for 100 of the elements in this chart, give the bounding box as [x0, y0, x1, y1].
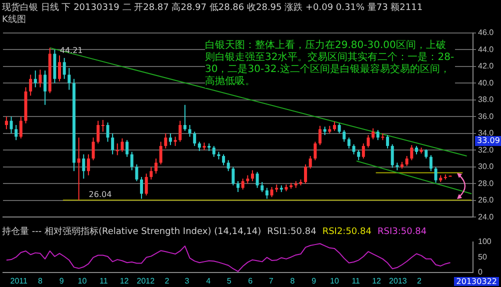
y-tick-label: 38.0 [478, 95, 494, 104]
x-tick-label: 9 [59, 276, 64, 286]
candlestick [405, 156, 408, 167]
candlestick [318, 125, 322, 146]
candlestick [250, 170, 254, 182]
candlestick [241, 178, 244, 190]
candlestick [34, 70, 37, 88]
candlestick [386, 134, 390, 149]
candlestick [140, 176, 144, 200]
candlestick [256, 171, 259, 188]
candlestick [198, 141, 201, 152]
candlestick [150, 166, 153, 180]
candlestick [62, 57, 66, 80]
y-tick-label: 36.0 [478, 112, 494, 121]
candlestick [154, 158, 158, 174]
candlestick [68, 68, 71, 90]
candlestick [130, 151, 134, 171]
candlestick [332, 121, 336, 132]
x-tick-label: 10 [78, 276, 88, 286]
candlestick [38, 69, 42, 88]
text: 20130322 [454, 277, 499, 286]
candlestick [434, 166, 438, 184]
candlestick [101, 119, 104, 132]
x-tick-label: 10 [330, 276, 340, 286]
candlestick [265, 187, 268, 200]
candlestick [376, 130, 380, 141]
candlestick [168, 132, 172, 146]
candlestick [222, 154, 226, 166]
y-tick-label: 24.0 [478, 212, 494, 222]
candlestick [120, 138, 124, 152]
x-tick-label: 5 [226, 276, 232, 286]
y-tick-label: 34.0 [478, 128, 494, 138]
x-tick-label: 2012 [136, 276, 156, 286]
candlestick [232, 166, 235, 186]
x-tick-label: 8 [290, 276, 296, 286]
candlestick [429, 154, 432, 172]
candlestick [304, 164, 308, 184]
candlestick [19, 116, 22, 139]
annotation: 44.21 [60, 46, 83, 55]
text: RSI1:50.84 [267, 227, 316, 237]
candlestick [212, 145, 216, 158]
candlestick [96, 120, 100, 144]
candlestick [308, 156, 312, 170]
candlestick [116, 142, 119, 156]
candlestick [82, 154, 86, 180]
y-tick-label: 28.0 [478, 178, 494, 188]
candlestick [86, 154, 90, 176]
text: RSI2:50.84 [322, 227, 372, 237]
candlestick [366, 134, 370, 148]
y-tick-label: 100 [478, 237, 492, 246]
candlestick [159, 141, 162, 165]
candlestick [14, 124, 18, 141]
x-tick-label: 12 [120, 276, 130, 286]
x-tick-label: 4 [206, 276, 212, 286]
candlestick [135, 164, 138, 182]
candlestick [226, 160, 230, 172]
y-tick-label: 46.0 [478, 28, 494, 38]
candlestick [270, 186, 274, 198]
y-tick-label: 50 [478, 252, 488, 262]
candlestick [357, 150, 360, 161]
candlestick [347, 137, 350, 149]
candlestick [4, 116, 8, 130]
x-tick-label: 2 [417, 276, 422, 286]
x-tick-label: 9 [312, 276, 317, 286]
candlestick [111, 132, 114, 155]
candlestick [126, 140, 129, 158]
candlestick [77, 137, 80, 201]
candlestick [342, 130, 346, 142]
candlestick [183, 104, 186, 132]
candlestick [236, 180, 240, 193]
annotation: 33.09 [477, 136, 500, 146]
x-tick-label: 2013 [388, 276, 408, 286]
candlestick [188, 124, 192, 138]
candlestick [193, 131, 196, 146]
y-tick-label: 44.0 [478, 44, 494, 54]
chart-title: 持仓量 --- 相对强弱指标(Relative Strength Index) (14,14,14) [2, 227, 262, 237]
chart-title: 现货白银 日线 下 20130319 二 开28.87 高28.97 低28.86 收28.95 涨跌 +0.09 0.31% 量73 额2111 [2, 2, 423, 14]
x-tick-label: 2011 [10, 276, 28, 286]
x-tick-label: 11 [352, 276, 361, 286]
candlestick [106, 122, 110, 142]
x-tick-label: 7 [268, 276, 274, 286]
candlestick [92, 137, 95, 161]
y-tick-label: 42.0 [478, 62, 494, 71]
candlestick [260, 181, 264, 193]
candlestick [390, 144, 394, 168]
candlestick [314, 141, 317, 161]
x-tick-label: 12 [372, 276, 382, 286]
candlestick [144, 173, 148, 196]
y-tick-label: 40.0 [478, 78, 494, 88]
y-tick-label: 26.0 [478, 196, 494, 205]
x-tick-label: 3 [184, 276, 190, 286]
candlestick [338, 122, 341, 134]
y-tick-label: 0 [478, 268, 483, 277]
candlestick [372, 128, 375, 140]
candlestick [410, 144, 414, 161]
y-tick-label: 30.0 [478, 162, 494, 172]
candlestick [362, 142, 365, 160]
candlestick [352, 144, 356, 155]
text: RSI3:50.84 [377, 227, 427, 237]
annotation: 26.04 [88, 190, 112, 200]
